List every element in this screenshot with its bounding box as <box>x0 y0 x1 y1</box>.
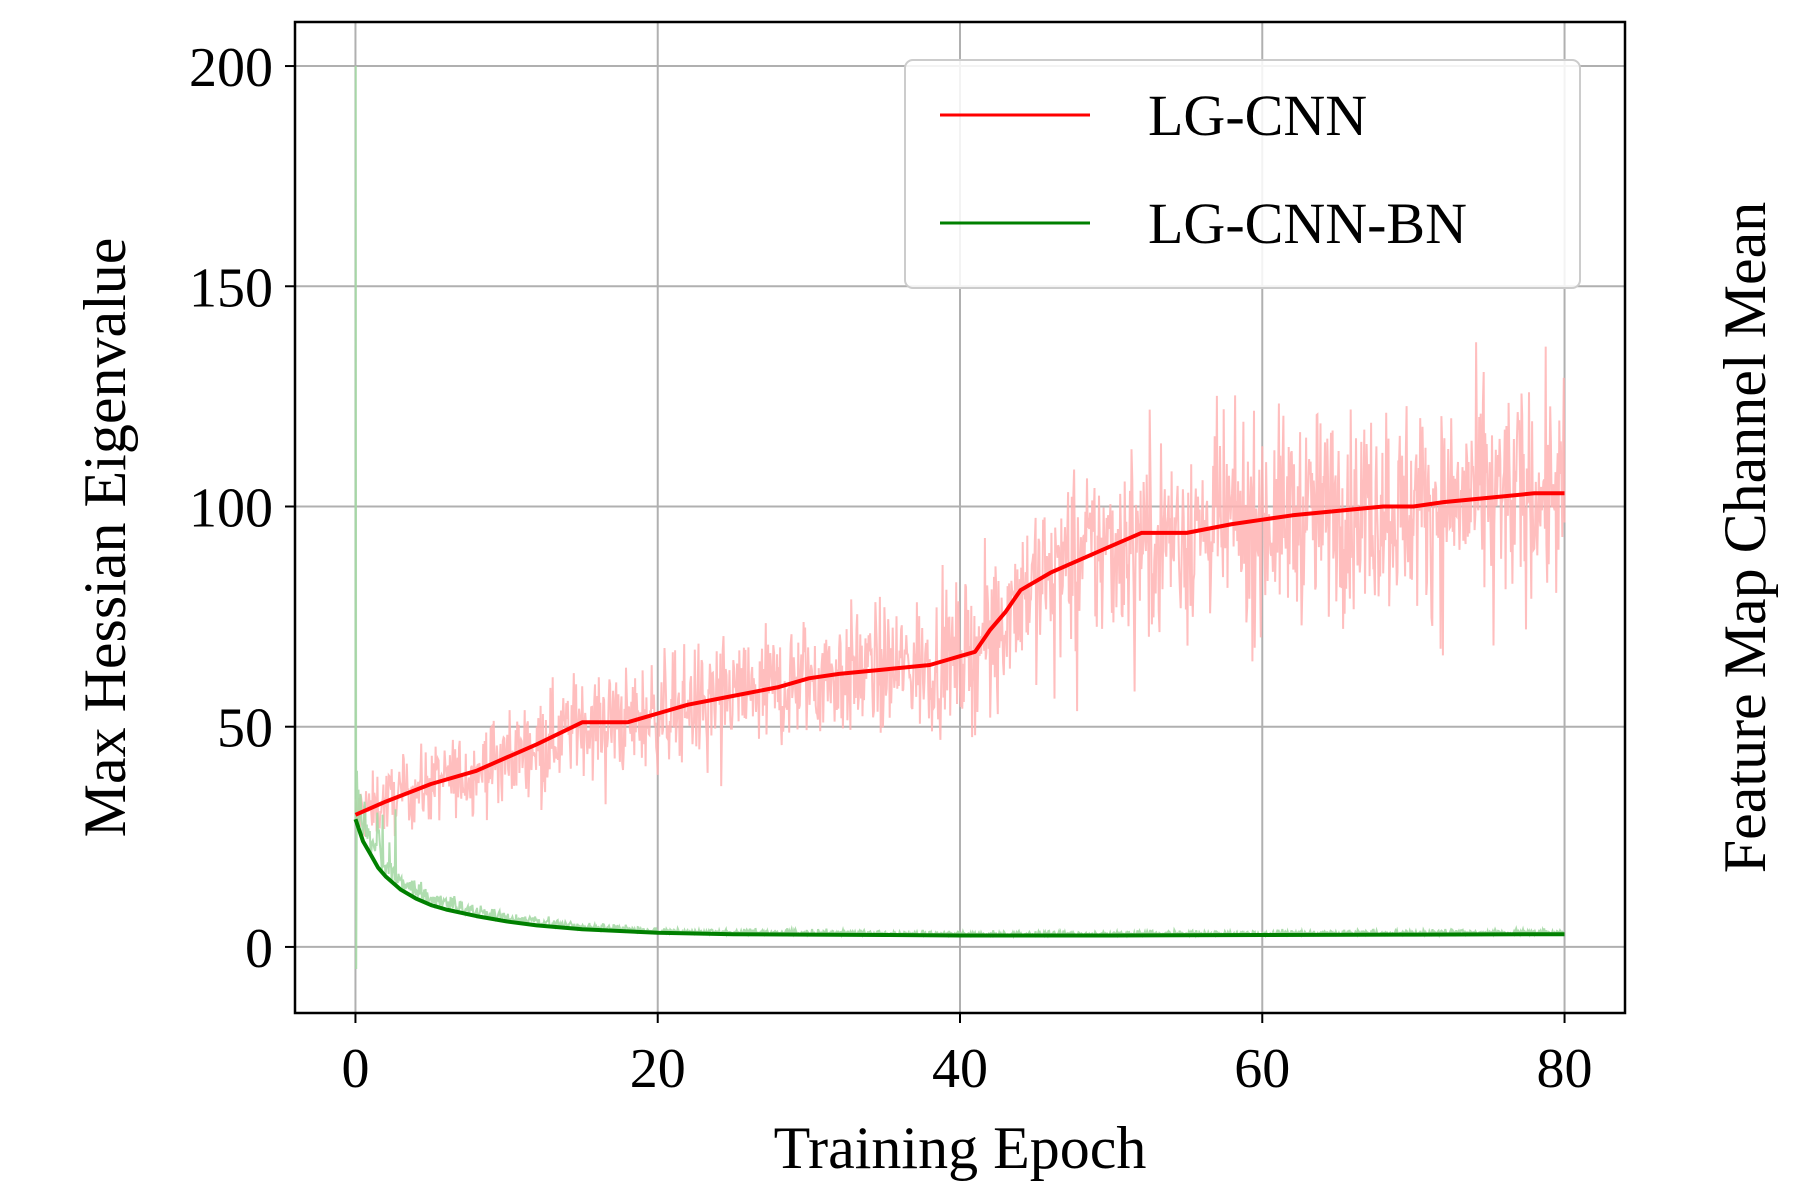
y-tick-label: 200 <box>189 37 273 99</box>
x-axis-ticks: 0 20 40 60 80 <box>341 1013 1593 1100</box>
x-axis-title: Training Epoch <box>774 1115 1147 1181</box>
x-tick-label: 0 <box>341 1038 369 1100</box>
y-axis-ticks: 0 50 100 150 200 <box>189 37 295 980</box>
raw-series-layer <box>354 66 1566 969</box>
legend-label-lg-cnn: LG-CNN <box>1148 83 1367 148</box>
x-tick-label: 40 <box>932 1038 988 1100</box>
y-axis-title: Max Hessian Eigenvalue <box>72 238 138 838</box>
lg-cnn-line <box>354 491 1565 817</box>
x-tick-label: 80 <box>1537 1038 1593 1100</box>
x-tick-label: 60 <box>1234 1038 1290 1100</box>
y-tick-label: 50 <box>217 698 273 760</box>
x-tick-label: 20 <box>630 1038 686 1100</box>
secondary-y-axis-title: Feature Map Channel Mean <box>1712 202 1778 873</box>
lg-cnn-raw-line <box>354 342 1566 837</box>
legend-box <box>904 59 1581 289</box>
lg-cnn-bn-line <box>353 818 1565 938</box>
y-tick-label: 0 <box>245 918 273 980</box>
legend-label-lg-cnn-bn: LG-CNN-BN <box>1148 191 1467 256</box>
legend: LG-CNN LG-CNN-BN <box>904 59 1581 289</box>
smoothed-series-layer <box>353 491 1565 938</box>
lg-cnn-bn-raw-line <box>354 66 1565 969</box>
y-tick-label: 100 <box>189 477 273 539</box>
y-tick-label: 150 <box>189 257 273 319</box>
